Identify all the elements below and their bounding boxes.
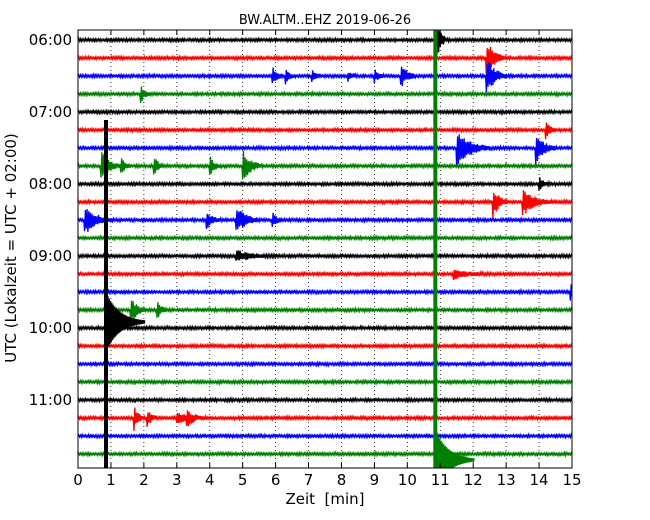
y-tick-label-0900: 09:00: [29, 247, 72, 265]
y-tick-label-0800: 08:00: [29, 175, 72, 193]
y-axis-label: UTC (Lokalzeit = UTC + 02:00): [2, 133, 20, 363]
x-tick-label-6: 6: [271, 471, 281, 489]
x-tick-label-12: 12: [464, 471, 483, 489]
trace-1145: [78, 449, 572, 459]
trace-0815: [78, 190, 572, 219]
x-tick-label-14: 14: [530, 471, 549, 489]
trace-0945: [78, 300, 572, 321]
x-tick-label-3: 3: [172, 471, 182, 489]
x-tick-label-8: 8: [337, 471, 347, 489]
x-axis: 0 1 2 3 4 5 6 7 8 9 10 11 12 13 14 15: [73, 30, 582, 489]
trace-1045: [78, 378, 572, 387]
trace-0830: [78, 208, 572, 232]
trace-0900: [78, 250, 572, 261]
large-event-coda-1: [105, 293, 146, 353]
y-axis: 06:00 07:00 08:00 09:00 10:00 11:00: [29, 31, 83, 409]
y-tick-label-0700: 07:00: [29, 103, 72, 121]
trace-1000: [78, 323, 572, 332]
x-tick-label-11: 11: [431, 471, 450, 489]
y-tick-label-1000: 10:00: [29, 319, 72, 337]
x-tick-label-2: 2: [139, 471, 149, 489]
x-tick-label-0: 0: [73, 471, 83, 489]
trace-0645: [78, 86, 572, 104]
x-tick-label-9: 9: [370, 471, 380, 489]
trace-1115: [78, 407, 572, 431]
trace-1030: [78, 360, 572, 369]
x-tick-label-13: 13: [497, 471, 516, 489]
trace-0600: [78, 30, 572, 77]
trace-0845: [78, 233, 572, 243]
large-event-1: [103, 120, 108, 468]
trace-0715: [78, 122, 572, 140]
trace-1015: [78, 342, 572, 351]
y-tick-label-1100: 11:00: [29, 391, 72, 409]
trace-0930: [78, 284, 572, 301]
large-event-2: [433, 30, 438, 468]
x-axis-label: Zeit [min]: [285, 490, 364, 508]
x-tick-label-5: 5: [238, 471, 248, 489]
plot-frame: [77, 29, 573, 469]
trace-0630: [78, 62, 572, 93]
chart-title: BW.ALTM..EHZ 2019-06-26: [239, 13, 411, 28]
trace-0800: [78, 177, 572, 191]
trace-0700: [78, 107, 572, 117]
trace-0615: [78, 46, 572, 77]
trace-0745: [78, 150, 572, 180]
large-event-coda-2: [434, 431, 475, 468]
x-tick-label-7: 7: [304, 471, 314, 489]
trace-0730: [78, 134, 572, 168]
x-tick-label-1: 1: [106, 471, 116, 489]
trace-group: [78, 30, 572, 468]
x-tick-label-15: 15: [562, 471, 581, 489]
trace-1130: [78, 432, 572, 441]
trace-0915: [78, 269, 572, 281]
y-tick-label-0600: 06:00: [29, 31, 72, 49]
trace-1100: [78, 395, 572, 405]
x-tick-label-10: 10: [398, 471, 417, 489]
x-tick-label-4: 4: [205, 471, 215, 489]
